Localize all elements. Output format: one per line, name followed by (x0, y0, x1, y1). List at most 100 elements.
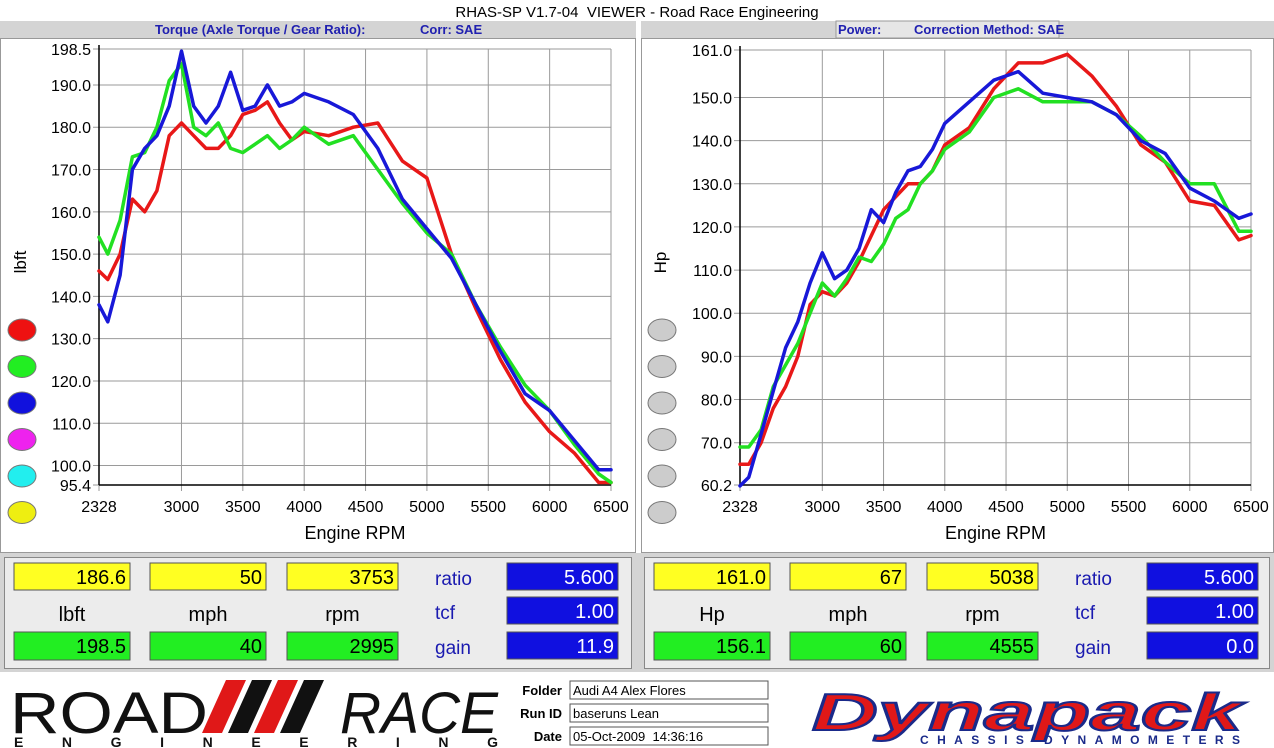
value-field (13, 631, 131, 661)
logo-word: Dynapack (812, 684, 1247, 742)
series-line (97, 100, 613, 485)
x-tick-label: 5000 (409, 499, 445, 516)
x-tick-label: 2328 (81, 499, 117, 516)
legend-swatch (647, 464, 677, 488)
param-field (506, 596, 619, 625)
value-text: 156.1 (716, 636, 766, 658)
field-label: Run ID (520, 706, 562, 721)
y-tick-label: 190.0 (51, 78, 91, 95)
param-label: gain (1075, 638, 1111, 659)
y-tick-label: 140.0 (51, 289, 91, 306)
chart-panel (641, 38, 1274, 553)
param-value: 5.600 (1204, 567, 1254, 589)
field-box (569, 726, 769, 746)
x-tick-label: 5500 (470, 499, 506, 516)
param-field (1146, 562, 1259, 591)
unit-label: lbft (59, 604, 86, 626)
field-value: Audi A4 Alex Flores (573, 683, 686, 698)
param-label: tcf (435, 603, 456, 624)
value-text: 5038 (990, 567, 1035, 589)
value-text: 67 (880, 567, 902, 589)
value-text: 3753 (350, 567, 395, 589)
logo-slash (254, 680, 298, 733)
x-axis-label: Engine RPM (945, 523, 1046, 543)
value-field (149, 562, 267, 591)
y-tick-label: 140.0 (692, 134, 732, 151)
value-field (286, 631, 399, 661)
y-tick-label: 130.0 (692, 177, 732, 194)
y-tick-label: 80.0 (701, 393, 732, 410)
logo-slash (280, 680, 324, 733)
y-tick-label: 120.0 (692, 220, 732, 237)
value-text: 198.5 (76, 636, 126, 658)
value-text: 4555 (990, 636, 1035, 658)
x-axis-label: Engine RPM (304, 523, 405, 543)
value-field (653, 631, 771, 661)
x-tick-label: 6500 (593, 499, 629, 516)
y-tick-label: 180.0 (51, 120, 91, 137)
header-bar (0, 21, 636, 38)
y-tick-label: 161.0 (692, 43, 732, 60)
value-field (13, 562, 131, 591)
legend-swatch (7, 464, 37, 488)
param-value: 0.0 (1226, 636, 1254, 658)
param-label: ratio (435, 569, 472, 590)
value-text: 186.6 (76, 567, 126, 589)
value-field (789, 562, 907, 591)
legend-swatch (7, 391, 37, 415)
y-tick-label: 100.0 (692, 306, 732, 323)
field-box (569, 703, 769, 723)
chart-panel (0, 38, 636, 553)
value-text: 60 (880, 636, 902, 658)
param-field (506, 631, 619, 660)
y-tick-label: 100.0 (51, 459, 91, 476)
x-tick-label: 4500 (988, 499, 1024, 516)
series-line (738, 87, 1253, 449)
unit-label: rpm (965, 604, 999, 626)
y-tick-label: 130.0 (51, 332, 91, 349)
x-tick-label: 3500 (866, 499, 902, 516)
x-tick-label: 4500 (348, 499, 384, 516)
x-tick-label: 5000 (1049, 499, 1085, 516)
value-text: 40 (240, 636, 262, 658)
value-field (286, 562, 399, 591)
chart-subtitle: Corr: SAE (420, 22, 482, 37)
unit-label: mph (829, 604, 868, 626)
y-tick-label: 150.0 (51, 247, 91, 264)
field-value: baseruns Lean (573, 706, 659, 721)
value-field (653, 562, 771, 591)
x-tick-label: 5500 (1111, 499, 1147, 516)
value-text: 2995 (350, 636, 395, 658)
title-bar (0, 0, 1274, 20)
chart-title: Torque (Axle Torque / Gear Ratio): (155, 22, 365, 37)
x-tick-label: 3000 (805, 499, 841, 516)
value-field (926, 562, 1039, 591)
value-field (789, 631, 907, 661)
y-tick-label: 70.0 (701, 436, 732, 453)
x-tick-label: 4000 (927, 499, 963, 516)
logo-left: ROAD RACE ENGINEERING (10, 680, 499, 748)
y-axis-label: lbft (11, 250, 30, 273)
y-tick-label: 110.0 (52, 416, 91, 433)
param-label: gain (435, 638, 471, 659)
param-value: 11.9 (577, 636, 614, 658)
x-tick-label: 3000 (164, 499, 200, 516)
unit-label: mph (189, 604, 228, 626)
param-value: 1.00 (1215, 601, 1254, 623)
y-tick-label: 95.4 (60, 478, 91, 495)
x-tick-label: 2328 (722, 499, 758, 516)
field-box (569, 680, 769, 700)
window-title: RHAS-SP V1.7-04 VIEWER - Road Race Engin… (455, 4, 818, 21)
y-tick-label: 160.0 (51, 205, 91, 222)
chart-subtitle: Correction Method: SAE (914, 22, 1065, 37)
logo-right: Dynapack CHASSIS DYNAMOMETERS (811, 683, 1248, 747)
param-value: 1.00 (575, 601, 614, 623)
legend-swatch (7, 318, 37, 342)
legend-swatch (7, 501, 37, 524)
x-tick-label: 3500 (225, 499, 261, 516)
logo-slash (228, 680, 272, 733)
logo-word: ROAD (10, 681, 208, 746)
legend-swatch (7, 355, 37, 378)
value-field (926, 631, 1039, 661)
